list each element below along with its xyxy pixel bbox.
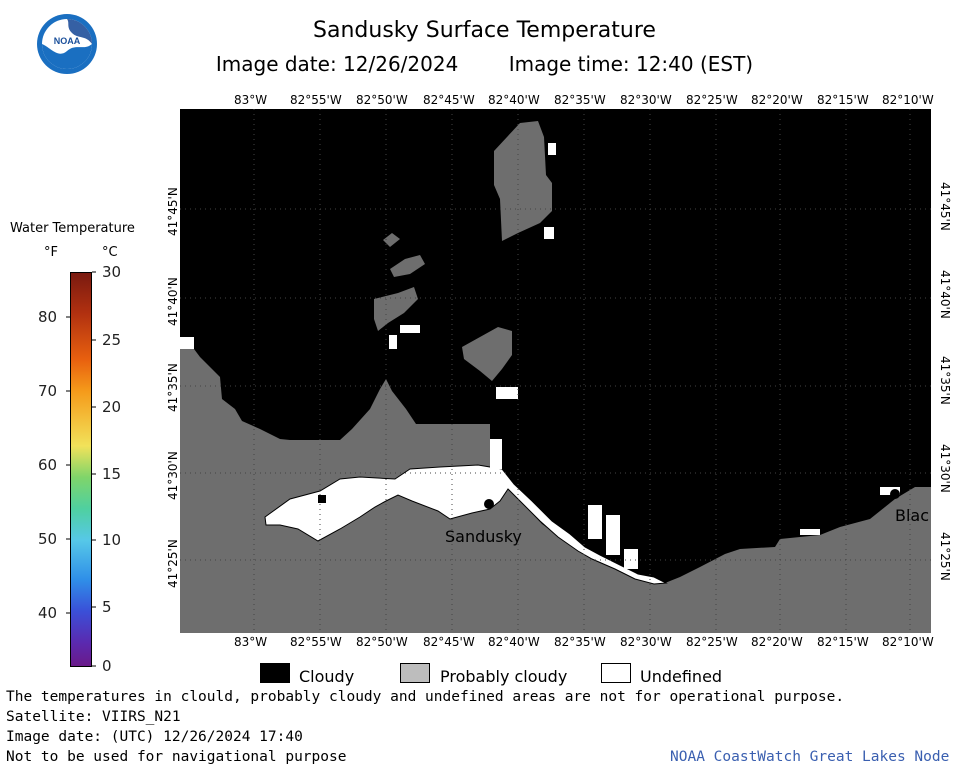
scale-c-tick: 0	[102, 657, 112, 675]
map-subtitle: Image date: 12/26/2024 Image time: 12:40…	[0, 52, 969, 76]
probably-cloudy-kelleys-island	[494, 121, 552, 241]
probably-cloudy-island-small	[383, 233, 400, 247]
map-dot	[318, 495, 326, 503]
scale-ticks	[66, 271, 96, 667]
lon-label-top: 82°55'W	[290, 93, 342, 107]
lat-label-left: 41°30'N	[166, 451, 180, 500]
scale-f-tick: 50	[38, 530, 58, 548]
undefined-pixel	[800, 529, 820, 535]
lon-label-bottom: 82°45'W	[423, 635, 475, 649]
lat-label-left: 41°35'N	[166, 363, 180, 412]
scale-f-tick: 70	[38, 382, 58, 400]
credit-link[interactable]: NOAA CoastWatch Great Lakes Node	[670, 749, 950, 765]
scale-c-tick: 20	[102, 398, 122, 416]
satellite-text: Satellite: VIIRS_N21	[6, 709, 181, 725]
undefined-pixel	[180, 337, 194, 349]
scale-c-tick: 25	[102, 331, 122, 349]
scale-c-tick: 15	[102, 465, 122, 483]
image-time-label: Image time: 12:40 (EST)	[508, 52, 754, 76]
lon-label-top: 82°25'W	[686, 93, 738, 107]
undefined-pixel	[606, 515, 620, 555]
undefined-pixel	[588, 505, 602, 539]
undefined-pixel	[548, 143, 556, 155]
sandusky-label: Sandusky	[445, 527, 522, 546]
lat-label-right: 41°45'N	[938, 182, 952, 231]
undefined-pixel	[496, 387, 518, 399]
scale-f-tick: 80	[38, 308, 58, 326]
legend-cloudy-label: Cloudy	[299, 667, 355, 686]
sandusky-marker	[484, 499, 494, 509]
lon-label-top: 82°35'W	[554, 93, 606, 107]
undefined-coastal-strip	[264, 464, 668, 585]
legend-cloudy-swatch	[260, 663, 290, 683]
undefined-pixel	[880, 487, 900, 495]
lon-label-bottom: 82°35'W	[554, 635, 606, 649]
lat-label-left: 41°40'N	[166, 277, 180, 326]
image-date-label: Image date: 12/26/2024	[215, 52, 459, 76]
lon-label-bottom: 82°15'W	[817, 635, 869, 649]
graticule	[180, 109, 931, 633]
lon-label-top: 82°15'W	[817, 93, 869, 107]
legend-probably-cloudy-swatch	[400, 663, 430, 683]
lat-label-left: 41°45'N	[166, 187, 180, 236]
utc-date-text: Image date: (UTC) 12/26/2024 17:40	[6, 729, 303, 745]
lat-label-right: 41°25'N	[938, 532, 952, 581]
lon-label-bottom: 82°55'W	[290, 635, 342, 649]
probably-cloudy-land	[180, 337, 931, 633]
lon-label-top: 82°30'W	[620, 93, 672, 107]
scale-c-tick: 10	[102, 531, 122, 549]
blac-label: Blac	[895, 506, 929, 525]
temperature-colorbar	[70, 272, 92, 667]
legend-probably-cloudy-label: Probably cloudy	[440, 667, 568, 686]
lon-label-bottom: 82°40'W	[488, 635, 540, 649]
scale-f-tick: 40	[38, 604, 58, 622]
lon-label-bottom: 82°30'W	[620, 635, 672, 649]
map-title: Sandusky Surface Temperature	[313, 18, 656, 43]
scale-c-tick: 5	[102, 598, 112, 616]
noaa-logo-text: NOAA	[54, 36, 81, 46]
probably-cloudy-cedar-point	[462, 327, 512, 381]
lon-label-bottom: 82°10'W	[882, 635, 934, 649]
lon-label-top: 82°45'W	[423, 93, 475, 107]
blac-marker	[890, 489, 900, 499]
undefined-pixel	[624, 549, 638, 569]
disclaimer-text: The temperatures in clould, probably clo…	[6, 689, 845, 705]
map-panel: Sandusky Blac	[180, 109, 931, 633]
undefined-pixel	[544, 227, 554, 239]
scale-f-tick: 60	[38, 456, 58, 474]
legend-undefined-swatch	[601, 663, 631, 683]
undefined-pixel	[490, 439, 502, 469]
scale-title: Water Temperature	[10, 221, 135, 236]
lon-label-bottom: 82°20'W	[751, 635, 803, 649]
lon-label-bottom: 82°25'W	[686, 635, 738, 649]
lat-label-right: 41°40'N	[938, 270, 952, 319]
lon-label-top: 82°50'W	[356, 93, 408, 107]
lon-label-bottom: 82°50'W	[356, 635, 408, 649]
lon-label-top: 82°40'W	[488, 93, 540, 107]
lon-label-top: 82°10'W	[882, 93, 934, 107]
probably-cloudy-island-mid	[390, 255, 425, 277]
undefined-pixel	[389, 335, 397, 349]
lon-label-top: 83°W	[234, 93, 268, 107]
undefined-pixel	[400, 325, 420, 333]
noaa-logo: NOAA	[36, 13, 98, 75]
legend-undefined-label: Undefined	[640, 667, 723, 686]
lat-label-right: 41°35'N	[938, 356, 952, 405]
navigation-warning: Not to be used for navigational purpose	[6, 749, 347, 765]
lat-label-left: 41°25'N	[166, 539, 180, 588]
lon-label-bottom: 83°W	[234, 635, 268, 649]
lon-label-top: 82°20'W	[751, 93, 803, 107]
scale-unit-c: °C	[102, 245, 118, 260]
scale-c-tick: 30	[102, 263, 122, 281]
scale-unit-f: °F	[44, 245, 58, 260]
lat-label-right: 41°30'N	[938, 444, 952, 493]
